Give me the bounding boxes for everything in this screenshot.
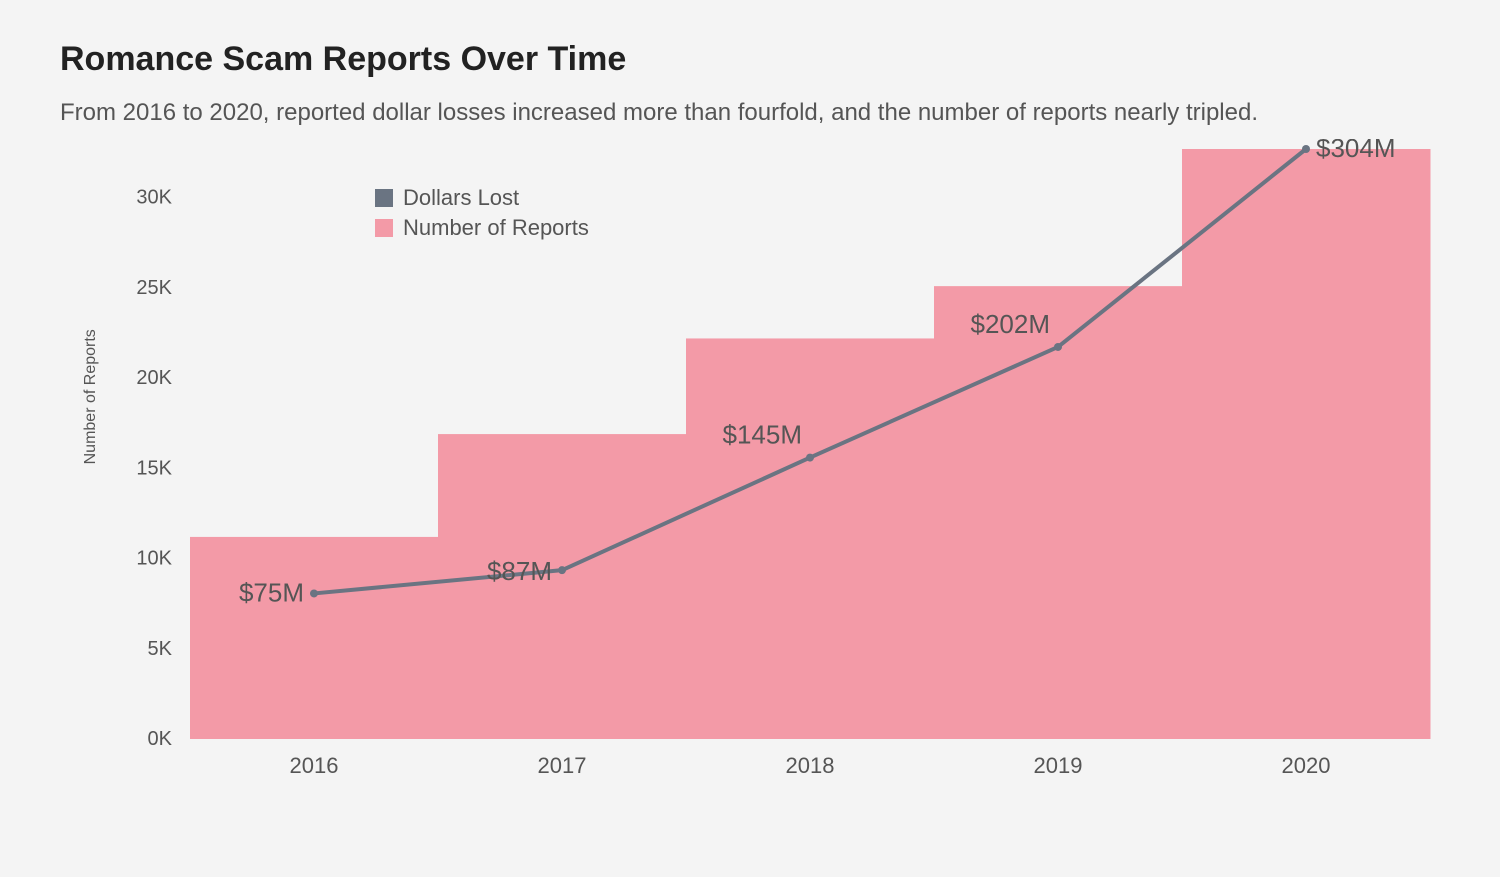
y-tick-label: 15K <box>136 458 172 480</box>
legend: Dollars Lost Number of Reports <box>375 185 589 240</box>
legend-swatch <box>375 189 393 207</box>
line-marker <box>1054 343 1062 351</box>
legend-label: Dollars Lost <box>403 185 519 210</box>
line-marker <box>806 454 814 462</box>
line-data-label: $304M <box>1316 139 1396 163</box>
x-tick-label: 2019 <box>1034 753 1083 778</box>
line-marker <box>1302 145 1310 153</box>
line-data-label: $145M <box>723 420 803 450</box>
legend-label: Number of Reports <box>403 215 589 240</box>
y-tick-label: 0K <box>148 728 173 750</box>
x-tick-label: 2018 <box>786 753 835 778</box>
chart-subtitle: From 2016 to 2020, reported dollar losse… <box>60 97 1360 129</box>
chart-area: 0K 5K 10K 15K 20K 25K 30K Number of Reports 2016… <box>60 139 1440 799</box>
line-data-label: $202M <box>971 309 1051 339</box>
bar <box>934 287 1183 740</box>
line-data-label: $87M <box>487 557 552 587</box>
bar <box>438 434 687 739</box>
bar <box>686 339 935 740</box>
y-tick-label: 20K <box>136 368 172 390</box>
bar <box>190 537 439 739</box>
legend-swatch <box>375 219 393 237</box>
x-tick-label: 2020 <box>1282 753 1331 778</box>
chart-title: Romance Scam Reports Over Time <box>60 40 1440 79</box>
line-data-label: $75M <box>239 578 304 608</box>
x-tick-label: 2016 <box>290 753 339 778</box>
x-tick-label: 2017 <box>538 753 587 778</box>
y-axis-title: Number of Reports <box>82 330 99 465</box>
y-tick-label: 10K <box>136 548 172 570</box>
line-marker <box>310 590 318 598</box>
y-tick-label: 5K <box>148 638 173 660</box>
bar <box>1182 149 1431 739</box>
line-marker <box>558 567 566 575</box>
y-tick-label: 25K <box>136 277 172 299</box>
y-tick-label: 30K <box>136 187 172 209</box>
